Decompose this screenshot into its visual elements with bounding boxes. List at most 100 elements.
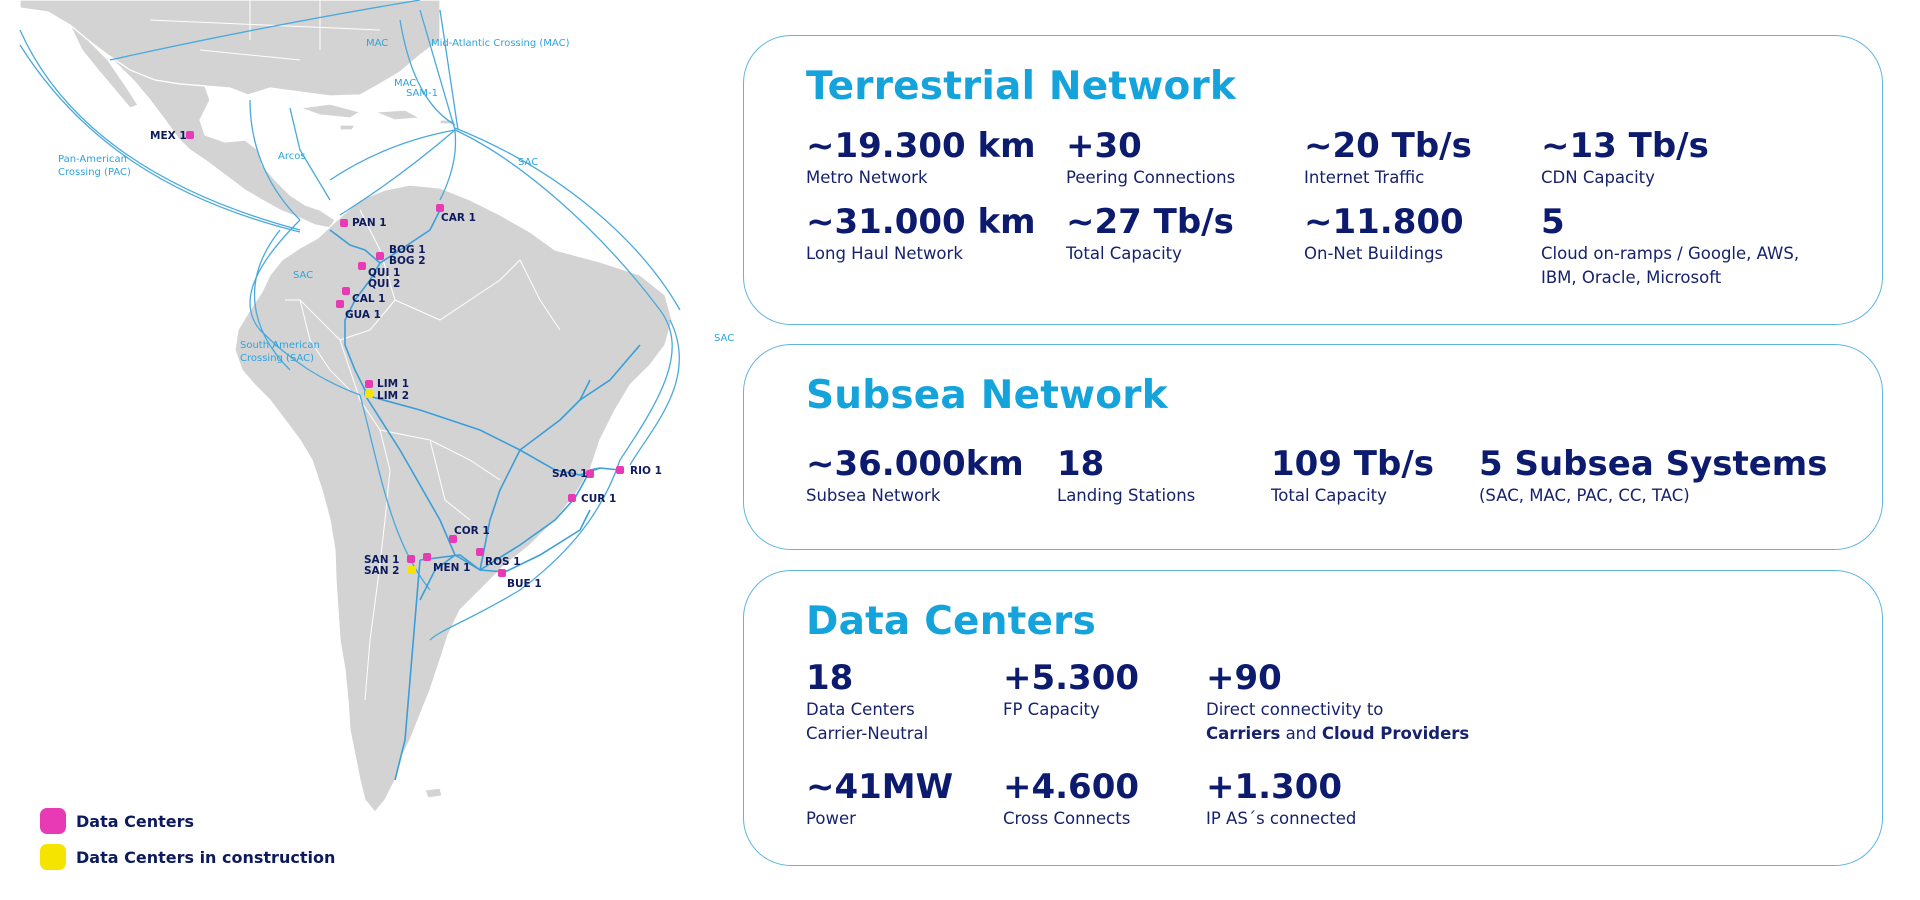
- stat-on-net-buildings: ~11.800 On-Net Buildings: [1304, 202, 1464, 266]
- stat-long-haul: ~31.000 km Long Haul Network: [806, 202, 1036, 266]
- stat-data-centers: 18 Data Centers Carrier-Neutral: [806, 658, 928, 746]
- city-label-cor1: COR 1: [454, 525, 490, 537]
- marker-lim2: [365, 390, 373, 398]
- datacenters-title: Data Centers: [806, 599, 1097, 644]
- stat-label-line2: Carriers and Cloud Providers: [1206, 722, 1469, 746]
- marker-cur1: [568, 494, 576, 502]
- stat-fp-capacity: +5.300 FP Capacity: [1003, 658, 1139, 722]
- city-label-cal1: CAL 1: [352, 293, 385, 305]
- label-bold-carriers: Carriers: [1206, 724, 1281, 743]
- stat-value: 5: [1541, 202, 1565, 242]
- city-label-qui2: QUI 2: [368, 278, 400, 290]
- stat-value: +5.300: [1003, 658, 1140, 698]
- stat-value: 18: [806, 658, 854, 698]
- stat-value: 109 Tb/s: [1271, 444, 1434, 484]
- terrestrial-routes: [329, 209, 641, 781]
- subsea-title: Subsea Network: [806, 373, 1168, 418]
- stat-value: +90: [1206, 658, 1282, 698]
- city-label-ros1: ROS 1: [485, 556, 521, 568]
- marker-cal1: [342, 287, 350, 295]
- stat-label-line2: IBM, Oracle, Microsoft: [1541, 268, 1722, 287]
- stat-subsea-capacity: 109 Tb/s Total Capacity: [1271, 444, 1434, 508]
- legend-label-in-construction: Data Centers in construction: [76, 847, 336, 867]
- stat-label: Peering Connections: [1066, 168, 1236, 187]
- marker-qui: [358, 262, 366, 270]
- stat-value: ~36.000km: [806, 444, 1024, 484]
- stat-peering: +30 Peering Connections: [1066, 126, 1235, 190]
- stat-label: Direct connectivity to: [1206, 700, 1384, 719]
- label-and: and: [1280, 724, 1322, 743]
- city-label-bog2: BOG 2: [389, 255, 426, 267]
- stat-subsea-network: ~36.000km Subsea Network: [806, 444, 1024, 508]
- marker-mex1: [186, 131, 194, 139]
- stat-label: FP Capacity: [1003, 700, 1100, 719]
- label-bold-cloud: Cloud Providers: [1321, 724, 1470, 743]
- stat-value: ~27 Tb/s: [1066, 202, 1234, 242]
- city-label-men1: MEN 1: [433, 562, 470, 574]
- stat-label: (SAC, MAC, PAC, CC, TAC): [1479, 486, 1690, 505]
- city-label-rio1: RIO 1: [630, 465, 662, 477]
- city-label-sao1: SAO 1: [552, 468, 588, 480]
- stat-label: Internet Traffic: [1304, 168, 1425, 187]
- stat-label-line2: Carrier-Neutral: [806, 724, 929, 743]
- legend-data-centers: Data Centers: [40, 808, 194, 834]
- city-label-cur1: CUR 1: [581, 493, 616, 505]
- cable-label-pac-1: Pan-American: [58, 154, 127, 165]
- stat-total-capacity: ~27 Tb/s Total Capacity: [1066, 202, 1234, 266]
- city-label-bog1: BOG 1: [389, 244, 426, 256]
- city-label-pan1: PAN 1: [352, 217, 387, 229]
- stat-label: Metro Network: [806, 168, 928, 187]
- data-center-markers: [186, 131, 624, 577]
- stat-value: ~13 Tb/s: [1541, 126, 1709, 166]
- city-label-lim2: LIM 2: [377, 390, 409, 402]
- stat-value: 18: [1057, 444, 1105, 484]
- marker-ros1: [476, 548, 484, 556]
- subsea-cables: [19, 0, 681, 641]
- city-label-qui1: QUI 1: [368, 267, 400, 279]
- stat-label: IP AS´s connected: [1206, 809, 1357, 828]
- cable-label-pac-2: Crossing (PAC): [58, 167, 131, 178]
- stat-value: ~41MW: [806, 767, 954, 807]
- stat-label: Cloud on-ramps / Google, AWS,: [1541, 244, 1800, 263]
- cable-label-sac-atlantic: SAC: [714, 333, 734, 344]
- stat-value: ~11.800: [1304, 202, 1464, 242]
- city-label-lim1: LIM 1: [377, 378, 409, 390]
- marker-bue1: [498, 569, 506, 577]
- stat-label: Power: [806, 809, 856, 828]
- stat-label: Total Capacity: [1066, 244, 1182, 263]
- stat-label: Subsea Network: [806, 486, 941, 505]
- stat-cloud-onramps: 5 Cloud on-ramps / Google, AWS, IBM, Ora…: [1541, 202, 1799, 290]
- stat-label: CDN Capacity: [1541, 168, 1655, 187]
- cable-label-mac-top: MAC: [366, 38, 388, 49]
- stat-ip-as: +1.300 IP AS´s connected: [1206, 767, 1356, 831]
- terrestrial-title: Terrestrial Network: [806, 64, 1237, 109]
- stat-cdn-capacity: ~13 Tb/s CDN Capacity: [1541, 126, 1709, 190]
- city-label-gua1: GUA 1: [345, 309, 381, 321]
- stat-metro-network: ~19.300 km Metro Network: [806, 126, 1036, 190]
- stat-value: ~19.300 km: [806, 126, 1036, 166]
- land-mexico-central-america: [107, 54, 336, 229]
- marker-men1: [423, 553, 431, 561]
- marker-cor1: [449, 535, 457, 543]
- marker-sao1: [586, 470, 594, 478]
- stat-value: ~20 Tb/s: [1304, 126, 1472, 166]
- network-map: MAC Mid-Atlantic Crossing (MAC) MAC SAM-…: [19, 0, 734, 813]
- cable-label-sa-cross-2: Crossing (SAC): [240, 353, 314, 364]
- cable-label-arcos: Arcos: [278, 151, 306, 162]
- datacenters-panel: Data Centers 18 Data Centers Carrier-Neu…: [743, 570, 1883, 866]
- marker-bog: [376, 252, 384, 260]
- marker-san2: [408, 566, 416, 574]
- cable-label-mac-mid: MAC: [394, 78, 416, 89]
- legend-label-data-centers: Data Centers: [76, 811, 194, 831]
- marker-pan1: [340, 219, 348, 227]
- stat-value: ~31.000 km: [806, 202, 1036, 242]
- city-label-san1: SAN 1: [364, 554, 399, 566]
- stat-label: Landing Stations: [1057, 486, 1196, 505]
- legend-swatch-magenta: [40, 808, 66, 834]
- legend-in-construction: Data Centers in construction: [40, 844, 335, 870]
- stat-value: +30: [1066, 126, 1142, 166]
- city-label-bue1: BUE 1: [507, 578, 542, 590]
- city-label-mex1: MEX 1: [150, 130, 187, 142]
- city-label-san2: SAN 2: [364, 565, 399, 577]
- stat-value: +1.300: [1206, 767, 1343, 807]
